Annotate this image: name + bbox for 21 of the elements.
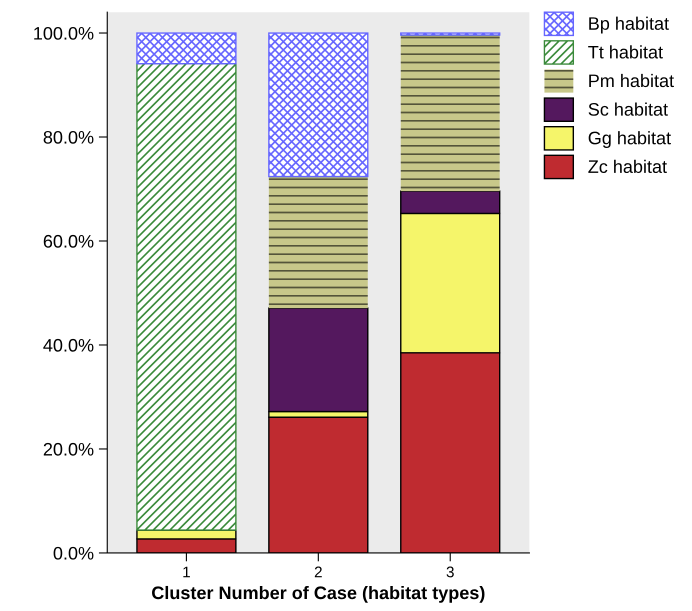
x-tick-label: 1 xyxy=(183,566,190,578)
y-tick-label: 0.0% xyxy=(54,546,94,560)
bar xyxy=(268,176,368,308)
bar xyxy=(400,35,500,192)
x-tick-label: 3 xyxy=(446,566,454,578)
y-tick-label: 100.0% xyxy=(34,26,94,40)
legend-label: Pm habitat xyxy=(589,74,674,88)
x-axis-title: Cluster Number of Case (habitat types) xyxy=(152,586,484,603)
legend-label: Tt habitat xyxy=(588,45,663,59)
legend-label: Zc habitat xyxy=(588,160,667,174)
y-tick-label: 60.0% xyxy=(44,234,94,248)
bar xyxy=(136,32,237,64)
bar xyxy=(268,32,368,178)
legend-label: Sc habitat xyxy=(588,102,668,116)
legend-label: Bp habitat xyxy=(589,16,669,34)
y-tick-label: 20.0% xyxy=(44,442,94,456)
bar xyxy=(136,63,237,531)
y-tick-label: 40.0% xyxy=(43,338,94,352)
legend-label: Gg habitat xyxy=(588,131,671,148)
x-tick-label: 2 xyxy=(314,566,322,578)
y-tick-label: 80.0% xyxy=(44,130,94,144)
